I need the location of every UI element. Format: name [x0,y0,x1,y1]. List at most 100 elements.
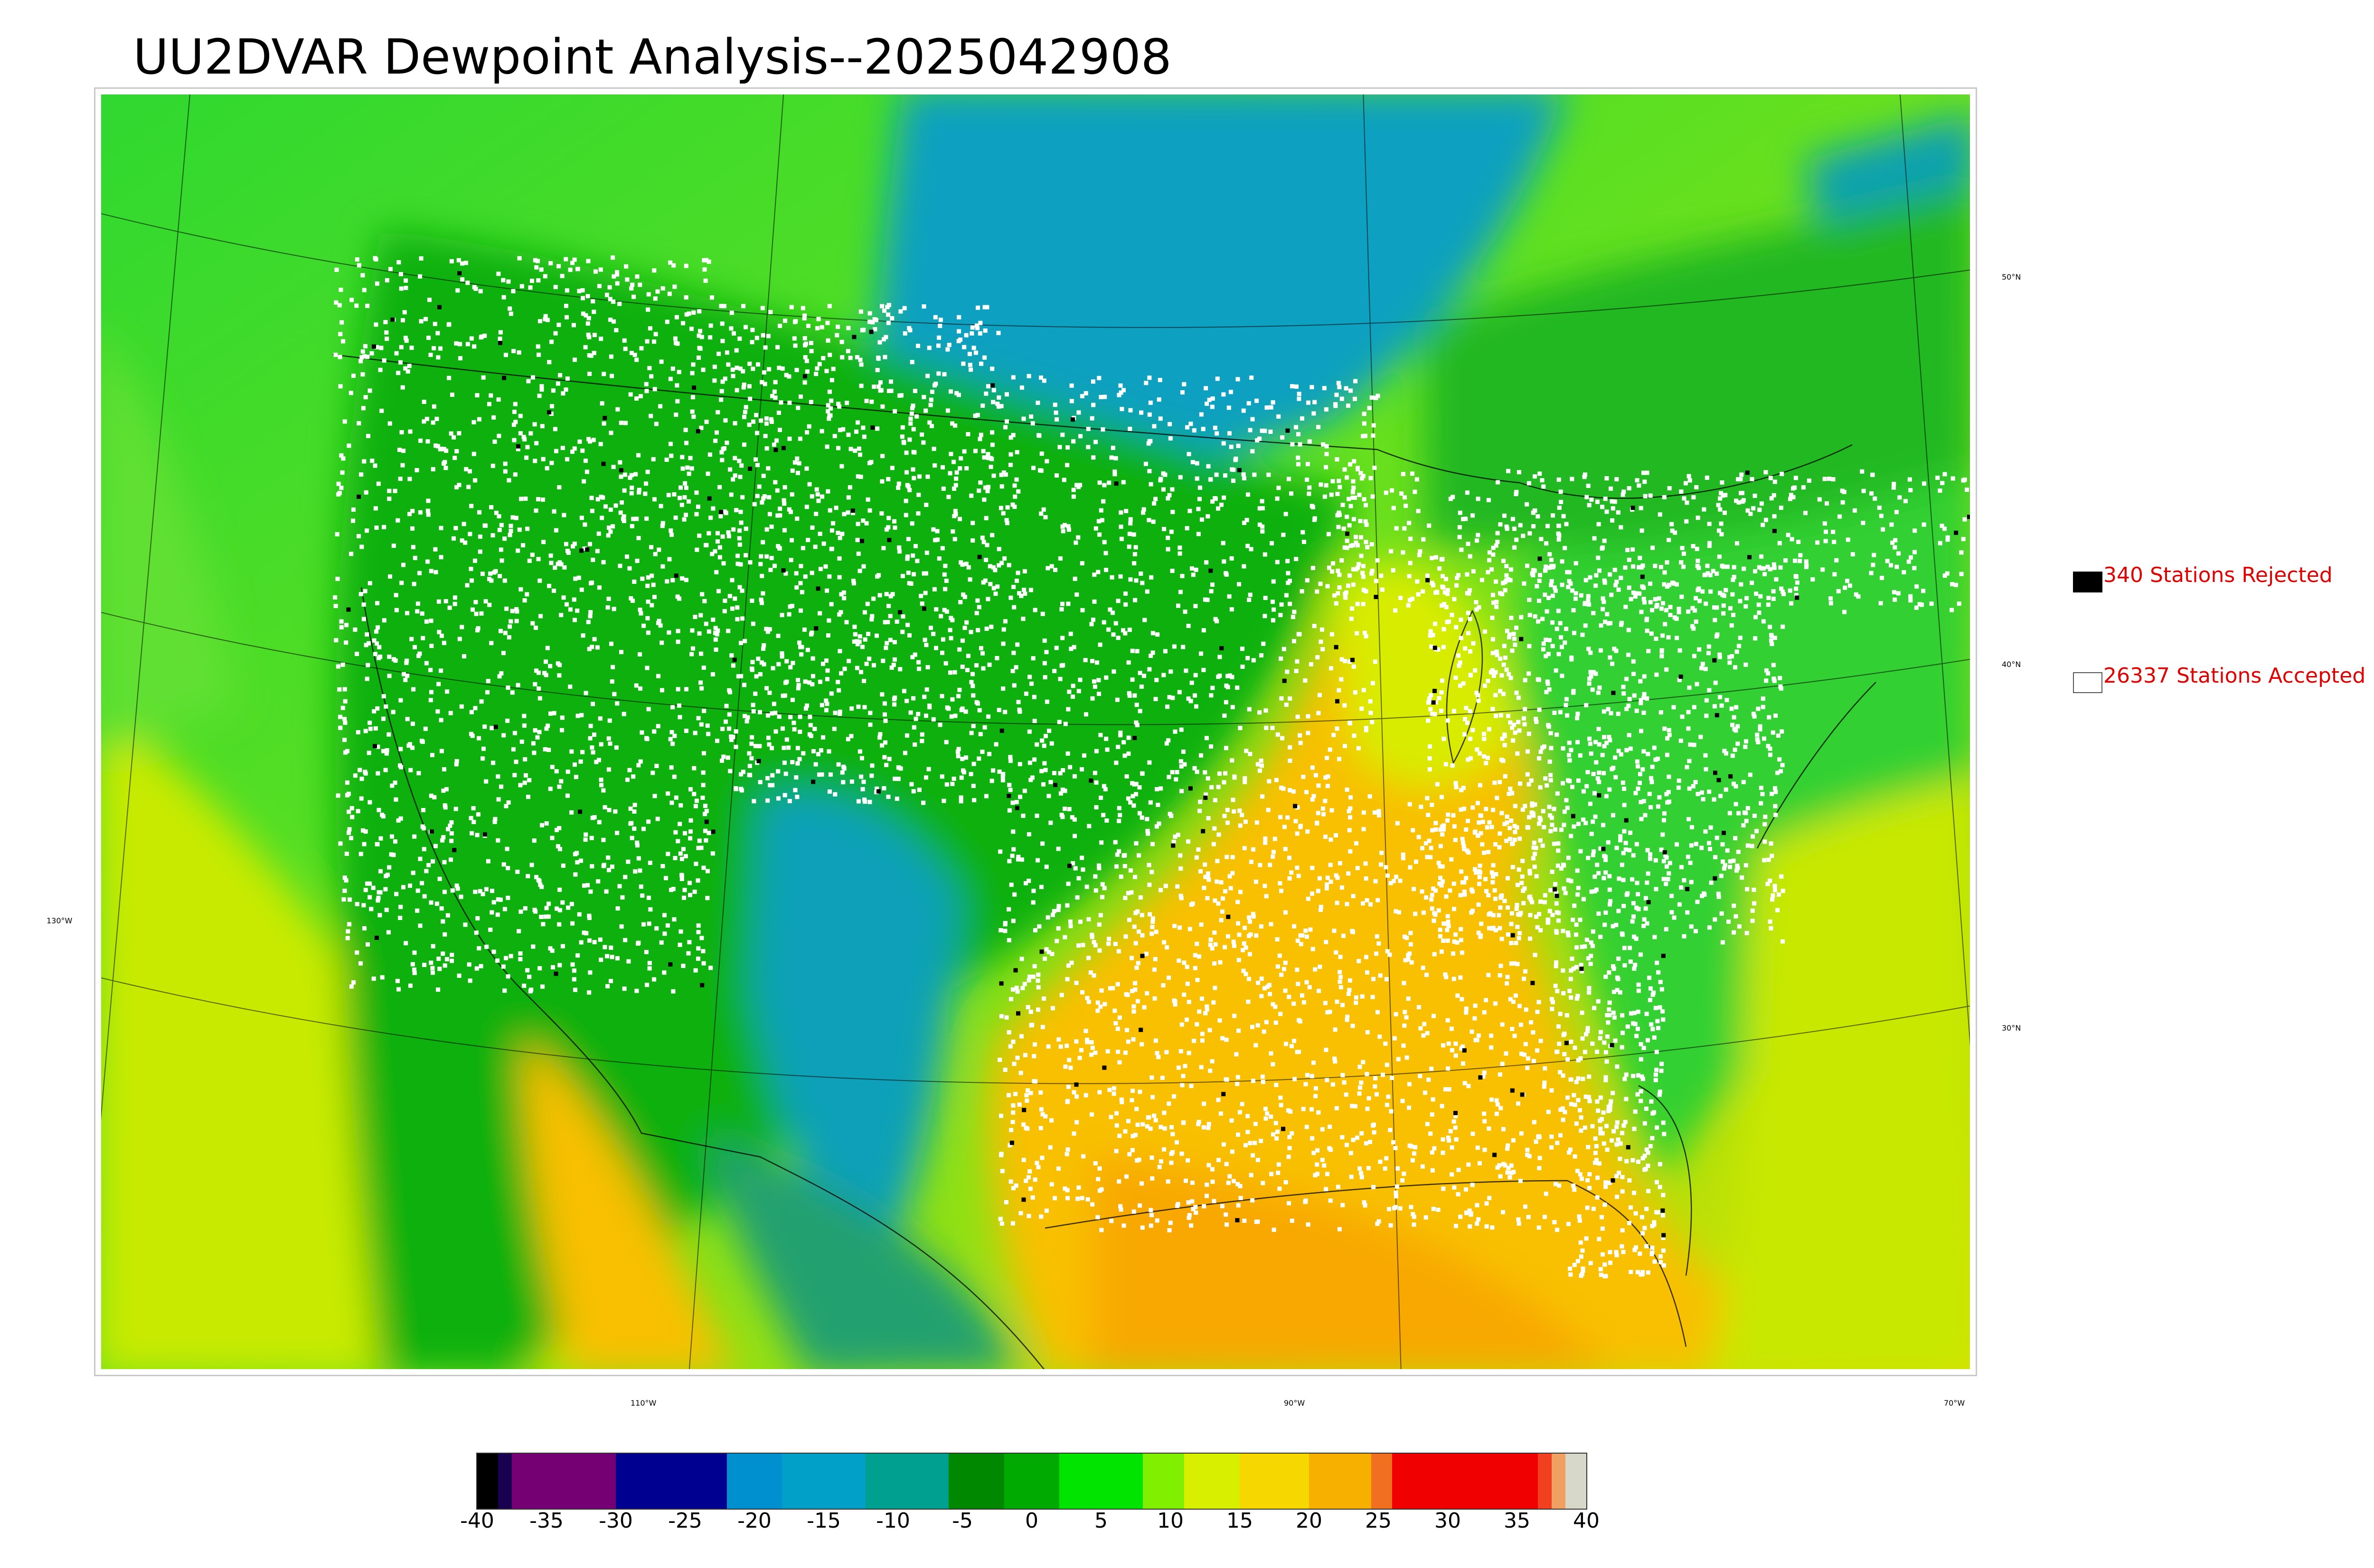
station-marker [678,485,683,490]
station-marker [690,628,695,633]
station-marker [1485,825,1489,830]
station-marker [1289,1044,1294,1049]
station-marker [1691,784,1696,789]
station-marker [581,633,585,638]
station-marker [962,770,966,775]
station-marker [1760,792,1765,797]
station-marker [1286,571,1291,575]
station-marker [669,453,674,458]
station-marker [821,541,826,546]
station-marker [1182,762,1187,767]
station-marker [384,908,389,912]
station-marker [1150,916,1155,921]
station-marker [1149,654,1153,658]
station-marker [684,312,689,317]
station-marker [1039,1214,1044,1219]
station-marker [444,787,449,792]
station-marker [739,520,744,525]
station-marker [1554,960,1559,965]
station-marker [1028,1186,1033,1191]
station-marker [1688,861,1693,865]
station-marker [1542,825,1546,829]
station-marker [1337,688,1341,693]
station-marker [780,366,785,371]
station-marker [684,513,688,517]
station-marker [1001,686,1006,691]
station-marker [1743,662,1748,667]
station-marker [1003,425,1008,430]
station-marker [1082,753,1086,758]
station-marker [1287,477,1291,481]
station-marker [1178,590,1183,594]
station-marker [1755,732,1760,737]
station-marker [357,263,361,268]
station-marker [1534,874,1539,879]
station-marker [798,730,802,734]
station-marker [530,553,535,557]
station-marker [573,618,577,622]
station-marker [772,702,776,706]
station-marker [1427,838,1432,843]
station-marker [1147,412,1152,417]
station-marker [856,474,860,479]
station-marker [393,488,397,493]
station-marker [1566,584,1571,589]
station-marker [673,341,678,346]
station-marker [862,705,867,710]
station-marker [1140,933,1145,938]
station-marker [1446,1136,1451,1140]
station-marker [497,514,501,518]
station-marker [959,560,963,565]
station-marker [1144,381,1149,385]
station-marker [751,419,755,424]
station-marker [1676,785,1681,790]
station-marker [1356,746,1361,751]
station-marker [797,461,801,466]
station-marker [1359,554,1364,558]
station-marker [1095,1008,1100,1013]
station-marker [1413,911,1418,916]
station-marker [1647,791,1652,796]
station-marker [1351,485,1356,490]
station-marker [778,513,782,518]
station-marker [1745,806,1750,810]
station-marker [1152,424,1157,429]
station-marker [1420,846,1424,851]
station-marker [1092,679,1096,684]
station-marker [737,585,742,590]
station-marker [1231,479,1235,483]
station-marker [1317,693,1322,697]
station-marker [708,966,713,970]
station-marker [1130,956,1134,960]
station-marker [1133,598,1138,602]
station-marker [1114,1111,1119,1116]
station-marker [1089,622,1094,627]
station-marker [1102,1002,1107,1006]
station-marker [715,739,720,743]
station-marker [1184,1178,1188,1183]
station-marker [1586,598,1591,603]
station-marker [1007,907,1011,911]
station-marker [696,946,701,951]
station-marker [597,585,602,590]
station-marker [1359,1171,1364,1175]
station-marker [443,803,447,808]
station-marker [729,326,734,331]
station-marker [1033,1177,1037,1182]
station-marker [1538,573,1542,577]
station-marker [1470,728,1475,732]
station-marker [1041,507,1046,512]
station-marker [1029,414,1034,419]
station-marker [1242,941,1246,946]
station-marker [1245,544,1250,548]
station-marker [1229,607,1234,612]
station-marker [1199,996,1204,1001]
station-marker [870,320,875,325]
station-marker [1452,597,1457,601]
station-marker [1005,392,1009,397]
station-marker [420,740,425,744]
station-marker [343,750,348,755]
station-marker [409,346,414,350]
station-marker [851,581,856,586]
station-marker [565,457,570,461]
